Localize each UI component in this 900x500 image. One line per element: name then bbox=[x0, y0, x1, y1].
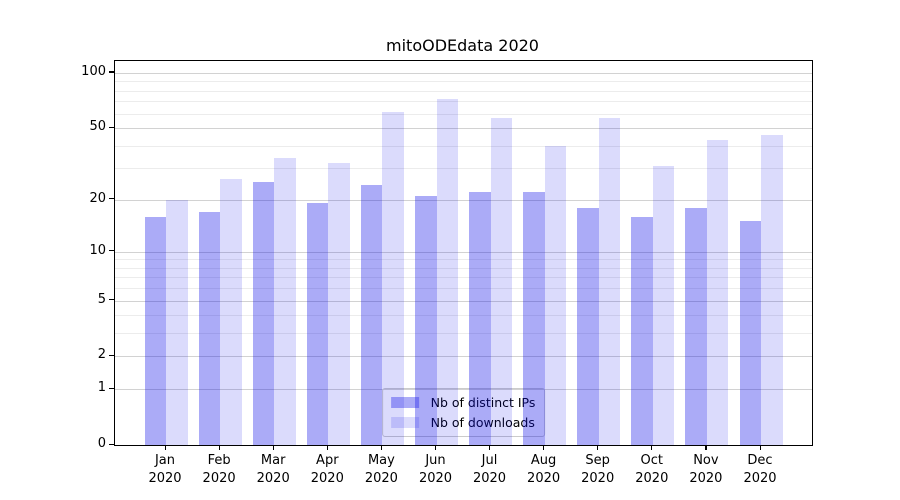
minor-gridline-8 bbox=[115, 267, 812, 269]
x-tick-label-mar: Mar 2020 bbox=[256, 453, 290, 486]
bar-distinct-ips-jun bbox=[415, 195, 437, 445]
bar-downloads-aug bbox=[544, 145, 567, 445]
legend-swatch-downloads-icon bbox=[390, 417, 419, 428]
y-tick-mark-1 bbox=[109, 387, 114, 389]
bar-distinct-ips-aug bbox=[523, 192, 545, 445]
legend-item-downloads: Nb of downloads bbox=[390, 415, 536, 430]
legend-swatch-distinct-ips-icon bbox=[390, 397, 419, 408]
bar-downloads-feb bbox=[220, 179, 242, 445]
x-tick-label-jan: Jan 2020 bbox=[148, 453, 182, 486]
bar-downloads-jun bbox=[436, 99, 458, 445]
minor-gridline-30 bbox=[115, 168, 812, 170]
minor-gridline-60 bbox=[115, 113, 812, 115]
x-tick-mark-apr bbox=[326, 445, 328, 451]
y-tick-label-5: 5 bbox=[97, 291, 106, 307]
x-tick-mark-dec bbox=[759, 445, 761, 451]
bar-downloads-jan bbox=[166, 199, 188, 445]
minor-gridline-90 bbox=[115, 81, 812, 83]
bar-downloads-mar bbox=[274, 158, 296, 445]
bar-distinct-ips-oct bbox=[631, 216, 653, 445]
x-tick-label-jun: Jun 2020 bbox=[418, 453, 453, 486]
bar-distinct-ips-mar bbox=[252, 182, 275, 445]
major-gridline-10 bbox=[115, 251, 812, 253]
major-gridline-2 bbox=[115, 356, 812, 358]
major-gridline-5 bbox=[115, 300, 812, 302]
y-tick-label-50: 50 bbox=[89, 119, 106, 134]
x-tick-mark-oct bbox=[651, 445, 653, 451]
x-tick-mark-mar bbox=[272, 445, 274, 451]
legend-label-downloads: Nb of downloads bbox=[430, 415, 535, 430]
x-tick-mark-jun bbox=[435, 445, 437, 451]
x-tick-mark-sep bbox=[597, 445, 599, 451]
bar-downloads-sep bbox=[598, 117, 621, 445]
bar-distinct-ips-nov bbox=[685, 207, 707, 445]
y-tick-mark-0 bbox=[109, 443, 114, 445]
major-gridline-20 bbox=[115, 199, 812, 201]
bar-distinct-ips-dec bbox=[739, 221, 761, 445]
x-tick-label-jul: Jul 2020 bbox=[472, 453, 507, 486]
bar-downloads-jul bbox=[490, 117, 512, 445]
minor-gridline-9 bbox=[115, 259, 812, 261]
bar-distinct-ips-sep bbox=[577, 207, 599, 445]
legend-item-distinct-ips: Nb of distinct IPs bbox=[390, 395, 536, 410]
x-tick-label-feb: Feb 2020 bbox=[202, 453, 236, 486]
x-tick-mark-may bbox=[380, 445, 383, 451]
minor-gridline-40 bbox=[115, 145, 812, 147]
y-tick-label-100: 100 bbox=[81, 63, 106, 79]
bar-downloads-nov bbox=[706, 139, 729, 445]
bar-downloads-may bbox=[382, 112, 404, 445]
y-tick-mark-50 bbox=[109, 126, 114, 128]
y-tick-mark-2 bbox=[109, 354, 114, 357]
x-tick-mark-feb bbox=[218, 445, 220, 451]
major-gridline-50 bbox=[115, 128, 812, 129]
bar-downloads-oct bbox=[652, 165, 675, 445]
legend-label-distinct-ips: Nb of distinct IPs bbox=[430, 395, 536, 410]
bar-distinct-ips-jul bbox=[469, 192, 491, 445]
x-tick-label-aug: Aug 2020 bbox=[527, 453, 561, 486]
bar-downloads-apr bbox=[328, 163, 350, 445]
minor-gridline-6 bbox=[115, 288, 812, 290]
y-tick-label-0: 0 bbox=[97, 436, 106, 451]
y-tick-label-1: 1 bbox=[97, 380, 106, 396]
x-tick-mark-jul bbox=[489, 445, 491, 451]
y-tick-label-20: 20 bbox=[89, 190, 106, 206]
y-tick-mark-100 bbox=[109, 71, 114, 73]
bar-distinct-ips-jan bbox=[144, 216, 166, 445]
x-tick-label-dec: Dec 2020 bbox=[743, 453, 777, 486]
major-gridline-100 bbox=[115, 72, 812, 74]
bar-distinct-ips-apr bbox=[306, 203, 329, 445]
minor-gridline-7 bbox=[115, 277, 812, 279]
y-tick-mark-20 bbox=[109, 198, 114, 200]
minor-gridline-3 bbox=[115, 333, 812, 335]
y-tick-mark-5 bbox=[109, 299, 114, 301]
x-tick-mark-jan bbox=[164, 445, 166, 451]
x-tick-mark-aug bbox=[543, 445, 545, 451]
x-tick-label-oct: Oct 2020 bbox=[635, 453, 669, 486]
minor-gridline-4 bbox=[115, 315, 812, 317]
major-gridline-1 bbox=[115, 389, 812, 391]
minor-gridline-70 bbox=[115, 101, 812, 103]
y-tick-label-10: 10 bbox=[89, 242, 106, 258]
chart-title: mitoODEdata 2020 bbox=[386, 36, 539, 55]
x-tick-mark-nov bbox=[705, 445, 707, 451]
y-tick-mark-10 bbox=[109, 250, 114, 252]
x-tick-label-nov: Nov 2020 bbox=[689, 453, 723, 486]
bar-downloads-dec bbox=[761, 134, 783, 445]
plot-area: Nb of distinct IPs Nb of downloads bbox=[114, 60, 813, 446]
y-tick-label-2: 2 bbox=[97, 347, 106, 363]
x-tick-label-may: May 2020 bbox=[364, 453, 398, 486]
legend: Nb of distinct IPs Nb of downloads bbox=[381, 388, 546, 437]
x-tick-label-sep: Sep 2020 bbox=[581, 453, 615, 486]
bar-distinct-ips-may bbox=[360, 185, 383, 445]
minor-gridline-80 bbox=[115, 90, 812, 92]
bar-distinct-ips-feb bbox=[198, 211, 221, 445]
x-tick-label-apr: Apr 2020 bbox=[310, 453, 344, 486]
